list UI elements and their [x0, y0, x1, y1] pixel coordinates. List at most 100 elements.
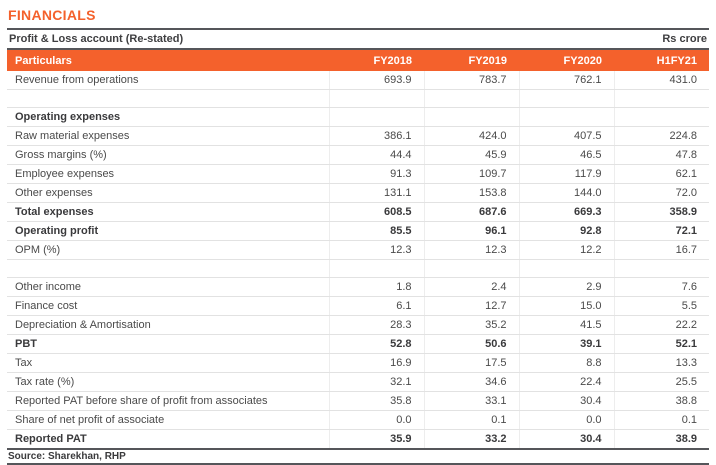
- row-value: 35.8: [328, 391, 424, 411]
- col-header-particulars: Particulars: [7, 50, 329, 71]
- row-value: 22.4: [518, 372, 614, 392]
- row-value: 17.5: [423, 353, 519, 373]
- row-value: 62.1: [613, 164, 709, 184]
- row-label: Gross margins (%): [7, 145, 329, 165]
- table-row: Gross margins (%) 44.4 45.9 46.5 47.8: [7, 145, 709, 165]
- divider-bottom: [7, 448, 709, 450]
- row-value: 109.7: [423, 164, 519, 184]
- table-row: Raw material expenses 386.1 424.0 407.5 224.…: [7, 126, 709, 146]
- row-value: 0.1: [423, 410, 519, 430]
- table-row: Reported PAT before share of profit from…: [7, 391, 709, 411]
- row-value: 7.6: [613, 277, 709, 297]
- row-value: 45.9: [423, 145, 519, 165]
- page-title: FINANCIALS: [8, 7, 96, 23]
- table-row: [7, 89, 709, 108]
- table-row: Employee expenses 91.3 109.7 117.9 62.1: [7, 164, 709, 184]
- row-value: 38.9: [613, 429, 709, 448]
- col-header-fy2018: FY2018: [329, 50, 424, 71]
- row-label: Reported PAT: [15, 433, 87, 445]
- row-value: [518, 259, 614, 278]
- row-value: [423, 107, 519, 127]
- row-value: 46.5: [518, 145, 614, 165]
- source-note: Source: Sharekhan, RHP: [8, 451, 126, 462]
- row-label: [7, 259, 329, 278]
- row-value: 41.5: [518, 315, 614, 335]
- row-label: Share of net profit of associate: [7, 410, 329, 430]
- row-value: 32.1: [328, 372, 424, 392]
- row-value: 22.2: [613, 315, 709, 335]
- table-body: Revenue from operations 693.9 783.7 762.1 43…: [7, 71, 709, 448]
- row-value: 85.5: [328, 221, 424, 241]
- row-value: 2.9: [518, 277, 614, 297]
- row-value: [423, 89, 519, 108]
- row-value: 39.1: [518, 334, 614, 354]
- col-header-fy2019: FY2019: [424, 50, 519, 71]
- row-value: [328, 259, 424, 278]
- row-value: [328, 107, 424, 127]
- table-row: Revenue from operations 693.9 783.7 762.1 43…: [7, 71, 709, 90]
- row-value: 30.4: [518, 429, 614, 448]
- row-value: 16.9: [328, 353, 424, 373]
- row-value: 12.2: [518, 240, 614, 260]
- row-value: 687.6: [423, 202, 519, 222]
- row-value: 34.6: [423, 372, 519, 392]
- row-value: 28.3: [328, 315, 424, 335]
- row-value: 358.9: [613, 202, 709, 222]
- row-value: 153.8: [423, 183, 519, 203]
- row-value: 783.7: [423, 71, 519, 90]
- table-row: Operating expenses: [7, 107, 709, 127]
- row-value: 6.1: [328, 296, 424, 316]
- row-label: Raw material expenses: [7, 126, 329, 146]
- row-value: 424.0: [423, 126, 519, 146]
- row-value: 72.1: [613, 221, 709, 241]
- row-value: 91.3: [328, 164, 424, 184]
- row-value: 13.3: [613, 353, 709, 373]
- table-row: OPM (%) 12.3 12.3 12.2 16.7: [7, 240, 709, 260]
- table-row: Finance cost 6.1 12.7 15.0 5.5: [7, 296, 709, 316]
- row-value: 92.8: [518, 221, 614, 241]
- table-row: Reported PAT 35.9 33.2 30.4 38.9: [7, 429, 709, 448]
- row-value: 38.8: [613, 391, 709, 411]
- row-label: Revenue from operations: [7, 71, 329, 90]
- table-caption-bar: Profit & Loss account (Re-stated) Rs cro…: [7, 30, 709, 48]
- row-value: 407.5: [518, 126, 614, 146]
- row-label: Tax: [7, 353, 329, 373]
- table-row: [7, 259, 709, 278]
- row-value: [518, 107, 614, 127]
- row-label: Other expenses: [7, 183, 329, 203]
- row-value: 1.8: [328, 277, 424, 297]
- row-value: 762.1: [518, 71, 614, 90]
- table-row: Other expenses 131.1 153.8 144.0 72.0: [7, 183, 709, 203]
- row-label: Reported PAT before share of profit from…: [7, 391, 329, 411]
- row-value: 386.1: [328, 126, 424, 146]
- row-value: 131.1: [328, 183, 424, 203]
- table-row: Tax rate (%) 32.1 34.6 22.4 25.5: [7, 372, 709, 392]
- row-value: [613, 259, 709, 278]
- row-label: Operating profit: [7, 221, 329, 241]
- table-row: Tax 16.9 17.5 8.8 13.3: [7, 353, 709, 373]
- row-value: [328, 89, 424, 108]
- row-value: 16.7: [613, 240, 709, 260]
- row-value: 35.2: [423, 315, 519, 335]
- table-header-row: Particulars FY2018 FY2019 FY2020 H1FY21: [7, 50, 709, 71]
- row-label: Other income: [7, 277, 329, 297]
- divider-top: [7, 28, 709, 30]
- row-value: 5.5: [613, 296, 709, 316]
- row-value: [423, 259, 519, 278]
- row-value: 144.0: [518, 183, 614, 203]
- row-label: OPM (%): [7, 240, 329, 260]
- col-header-h1fy21: H1FY21: [614, 50, 709, 71]
- row-value: 12.7: [423, 296, 519, 316]
- row-label: PBT: [7, 334, 329, 354]
- row-value: 47.8: [613, 145, 709, 165]
- row-label: Employee expenses: [7, 164, 329, 184]
- row-label: Total expenses: [7, 202, 329, 222]
- row-value: 0.0: [328, 410, 424, 430]
- row-value: 44.4: [328, 145, 424, 165]
- row-value: 8.8: [518, 353, 614, 373]
- col-header-fy2020: FY2020: [519, 50, 614, 71]
- table-row: PBT 52.8 50.6 39.1 52.1: [7, 334, 709, 354]
- row-label: Tax rate (%): [7, 372, 329, 392]
- table-row: Operating profit 85.5 96.1 92.8 72.1: [7, 221, 709, 241]
